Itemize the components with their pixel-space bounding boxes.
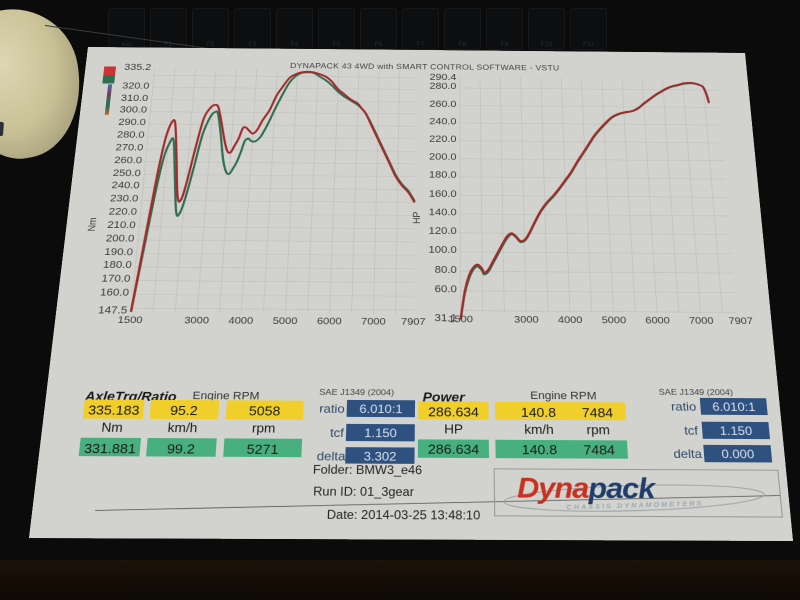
svg-text:Dynapack: Dynapack — [517, 472, 658, 505]
